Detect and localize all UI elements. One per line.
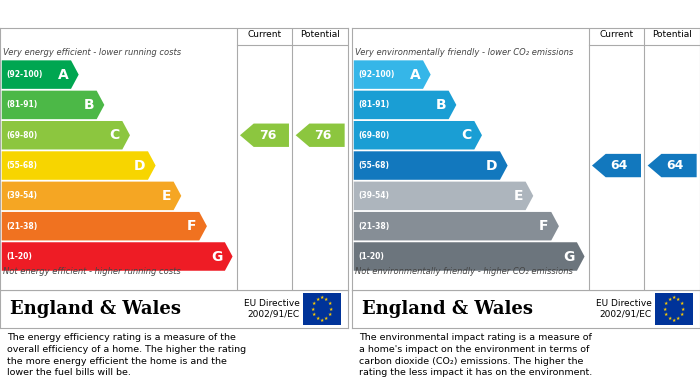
Text: F: F: [187, 219, 197, 233]
Text: E: E: [513, 189, 523, 203]
Text: ★: ★: [312, 312, 316, 317]
Polygon shape: [354, 242, 584, 271]
Text: Very environmentally friendly - lower CO₂ emissions: Very environmentally friendly - lower CO…: [356, 48, 574, 57]
Text: (55-68): (55-68): [358, 161, 389, 170]
Text: E: E: [161, 189, 171, 203]
Polygon shape: [240, 124, 289, 147]
Polygon shape: [1, 181, 181, 210]
Text: ★: ★: [663, 307, 667, 312]
Text: (21-38): (21-38): [6, 222, 37, 231]
Text: (1-20): (1-20): [6, 252, 32, 261]
Text: ★: ★: [680, 307, 685, 312]
Text: Not environmentally friendly - higher CO₂ emissions: Not environmentally friendly - higher CO…: [356, 267, 573, 276]
Text: G: G: [211, 249, 222, 264]
Text: ★: ★: [679, 312, 684, 317]
Text: D: D: [486, 158, 497, 172]
Text: ★: ★: [320, 318, 324, 323]
Text: ★: ★: [327, 301, 332, 306]
Text: England & Wales: England & Wales: [10, 300, 181, 318]
Text: Energy Efficiency Rating: Energy Efficiency Rating: [5, 7, 177, 20]
Text: ★: ★: [664, 301, 668, 306]
Text: (81-91): (81-91): [6, 100, 37, 109]
Polygon shape: [354, 181, 533, 210]
Text: 64: 64: [666, 159, 684, 172]
Text: Not energy efficient - higher running costs: Not energy efficient - higher running co…: [4, 267, 181, 276]
Text: C: C: [461, 128, 472, 142]
Text: EU Directive
2002/91/EC: EU Directive 2002/91/EC: [244, 299, 300, 319]
Text: B: B: [83, 98, 94, 112]
Text: (21-38): (21-38): [358, 222, 389, 231]
Text: (92-100): (92-100): [358, 70, 394, 79]
Text: ★: ★: [672, 295, 676, 300]
Text: D: D: [134, 158, 145, 172]
Text: The environmental impact rating is a measure of
a home's impact on the environme: The environmental impact rating is a mea…: [359, 333, 592, 377]
Text: England & Wales: England & Wales: [363, 300, 533, 318]
Text: A: A: [410, 68, 420, 82]
Text: ★: ★: [312, 301, 316, 306]
Text: G: G: [563, 249, 574, 264]
Text: (55-68): (55-68): [6, 161, 37, 170]
Text: Environmental Impact (CO₂) Rating: Environmental Impact (CO₂) Rating: [357, 7, 603, 20]
Text: 76: 76: [314, 129, 332, 142]
Polygon shape: [1, 121, 130, 149]
Polygon shape: [354, 60, 430, 89]
Text: ★: ★: [324, 316, 328, 321]
Polygon shape: [295, 124, 344, 147]
Text: ★: ★: [311, 307, 316, 312]
Text: ★: ★: [320, 295, 324, 300]
Text: (69-80): (69-80): [358, 131, 389, 140]
Text: (1-20): (1-20): [358, 252, 384, 261]
Text: Very energy efficient - lower running costs: Very energy efficient - lower running co…: [4, 48, 181, 57]
Text: (39-54): (39-54): [6, 191, 37, 200]
Text: Potential: Potential: [652, 30, 692, 39]
Text: (92-100): (92-100): [6, 70, 42, 79]
Polygon shape: [1, 242, 232, 271]
Text: (39-54): (39-54): [358, 191, 389, 200]
Text: (81-91): (81-91): [358, 100, 389, 109]
Polygon shape: [354, 121, 482, 149]
Text: A: A: [57, 68, 68, 82]
Text: EU Directive
2002/91/EC: EU Directive 2002/91/EC: [596, 299, 652, 319]
Text: Potential: Potential: [300, 30, 340, 39]
Text: The energy efficiency rating is a measure of the
overall efficiency of a home. T: The energy efficiency rating is a measur…: [7, 333, 246, 377]
Polygon shape: [1, 151, 155, 180]
Text: ★: ★: [676, 297, 680, 301]
Text: (69-80): (69-80): [6, 131, 37, 140]
Text: ★: ★: [324, 297, 328, 301]
Text: 76: 76: [259, 129, 276, 142]
Text: Current: Current: [599, 30, 634, 39]
Text: ★: ★: [676, 316, 680, 321]
Text: ★: ★: [328, 307, 332, 312]
Polygon shape: [354, 151, 508, 180]
Polygon shape: [1, 212, 207, 240]
Text: ★: ★: [672, 318, 676, 323]
Text: C: C: [109, 128, 120, 142]
Polygon shape: [648, 154, 696, 177]
Text: ★: ★: [667, 316, 672, 321]
Text: ★: ★: [664, 312, 668, 317]
FancyBboxPatch shape: [654, 293, 693, 325]
Text: B: B: [435, 98, 446, 112]
Text: 64: 64: [610, 159, 628, 172]
Text: ★: ★: [316, 316, 320, 321]
Text: ★: ★: [679, 301, 684, 306]
FancyBboxPatch shape: [303, 293, 341, 325]
Polygon shape: [354, 91, 456, 119]
Polygon shape: [1, 91, 104, 119]
Text: ★: ★: [327, 312, 332, 317]
Text: ★: ★: [316, 297, 320, 301]
Text: ★: ★: [667, 297, 672, 301]
Polygon shape: [354, 212, 559, 240]
Text: F: F: [539, 219, 549, 233]
Text: Current: Current: [247, 30, 281, 39]
Polygon shape: [592, 154, 641, 177]
Polygon shape: [1, 60, 78, 89]
